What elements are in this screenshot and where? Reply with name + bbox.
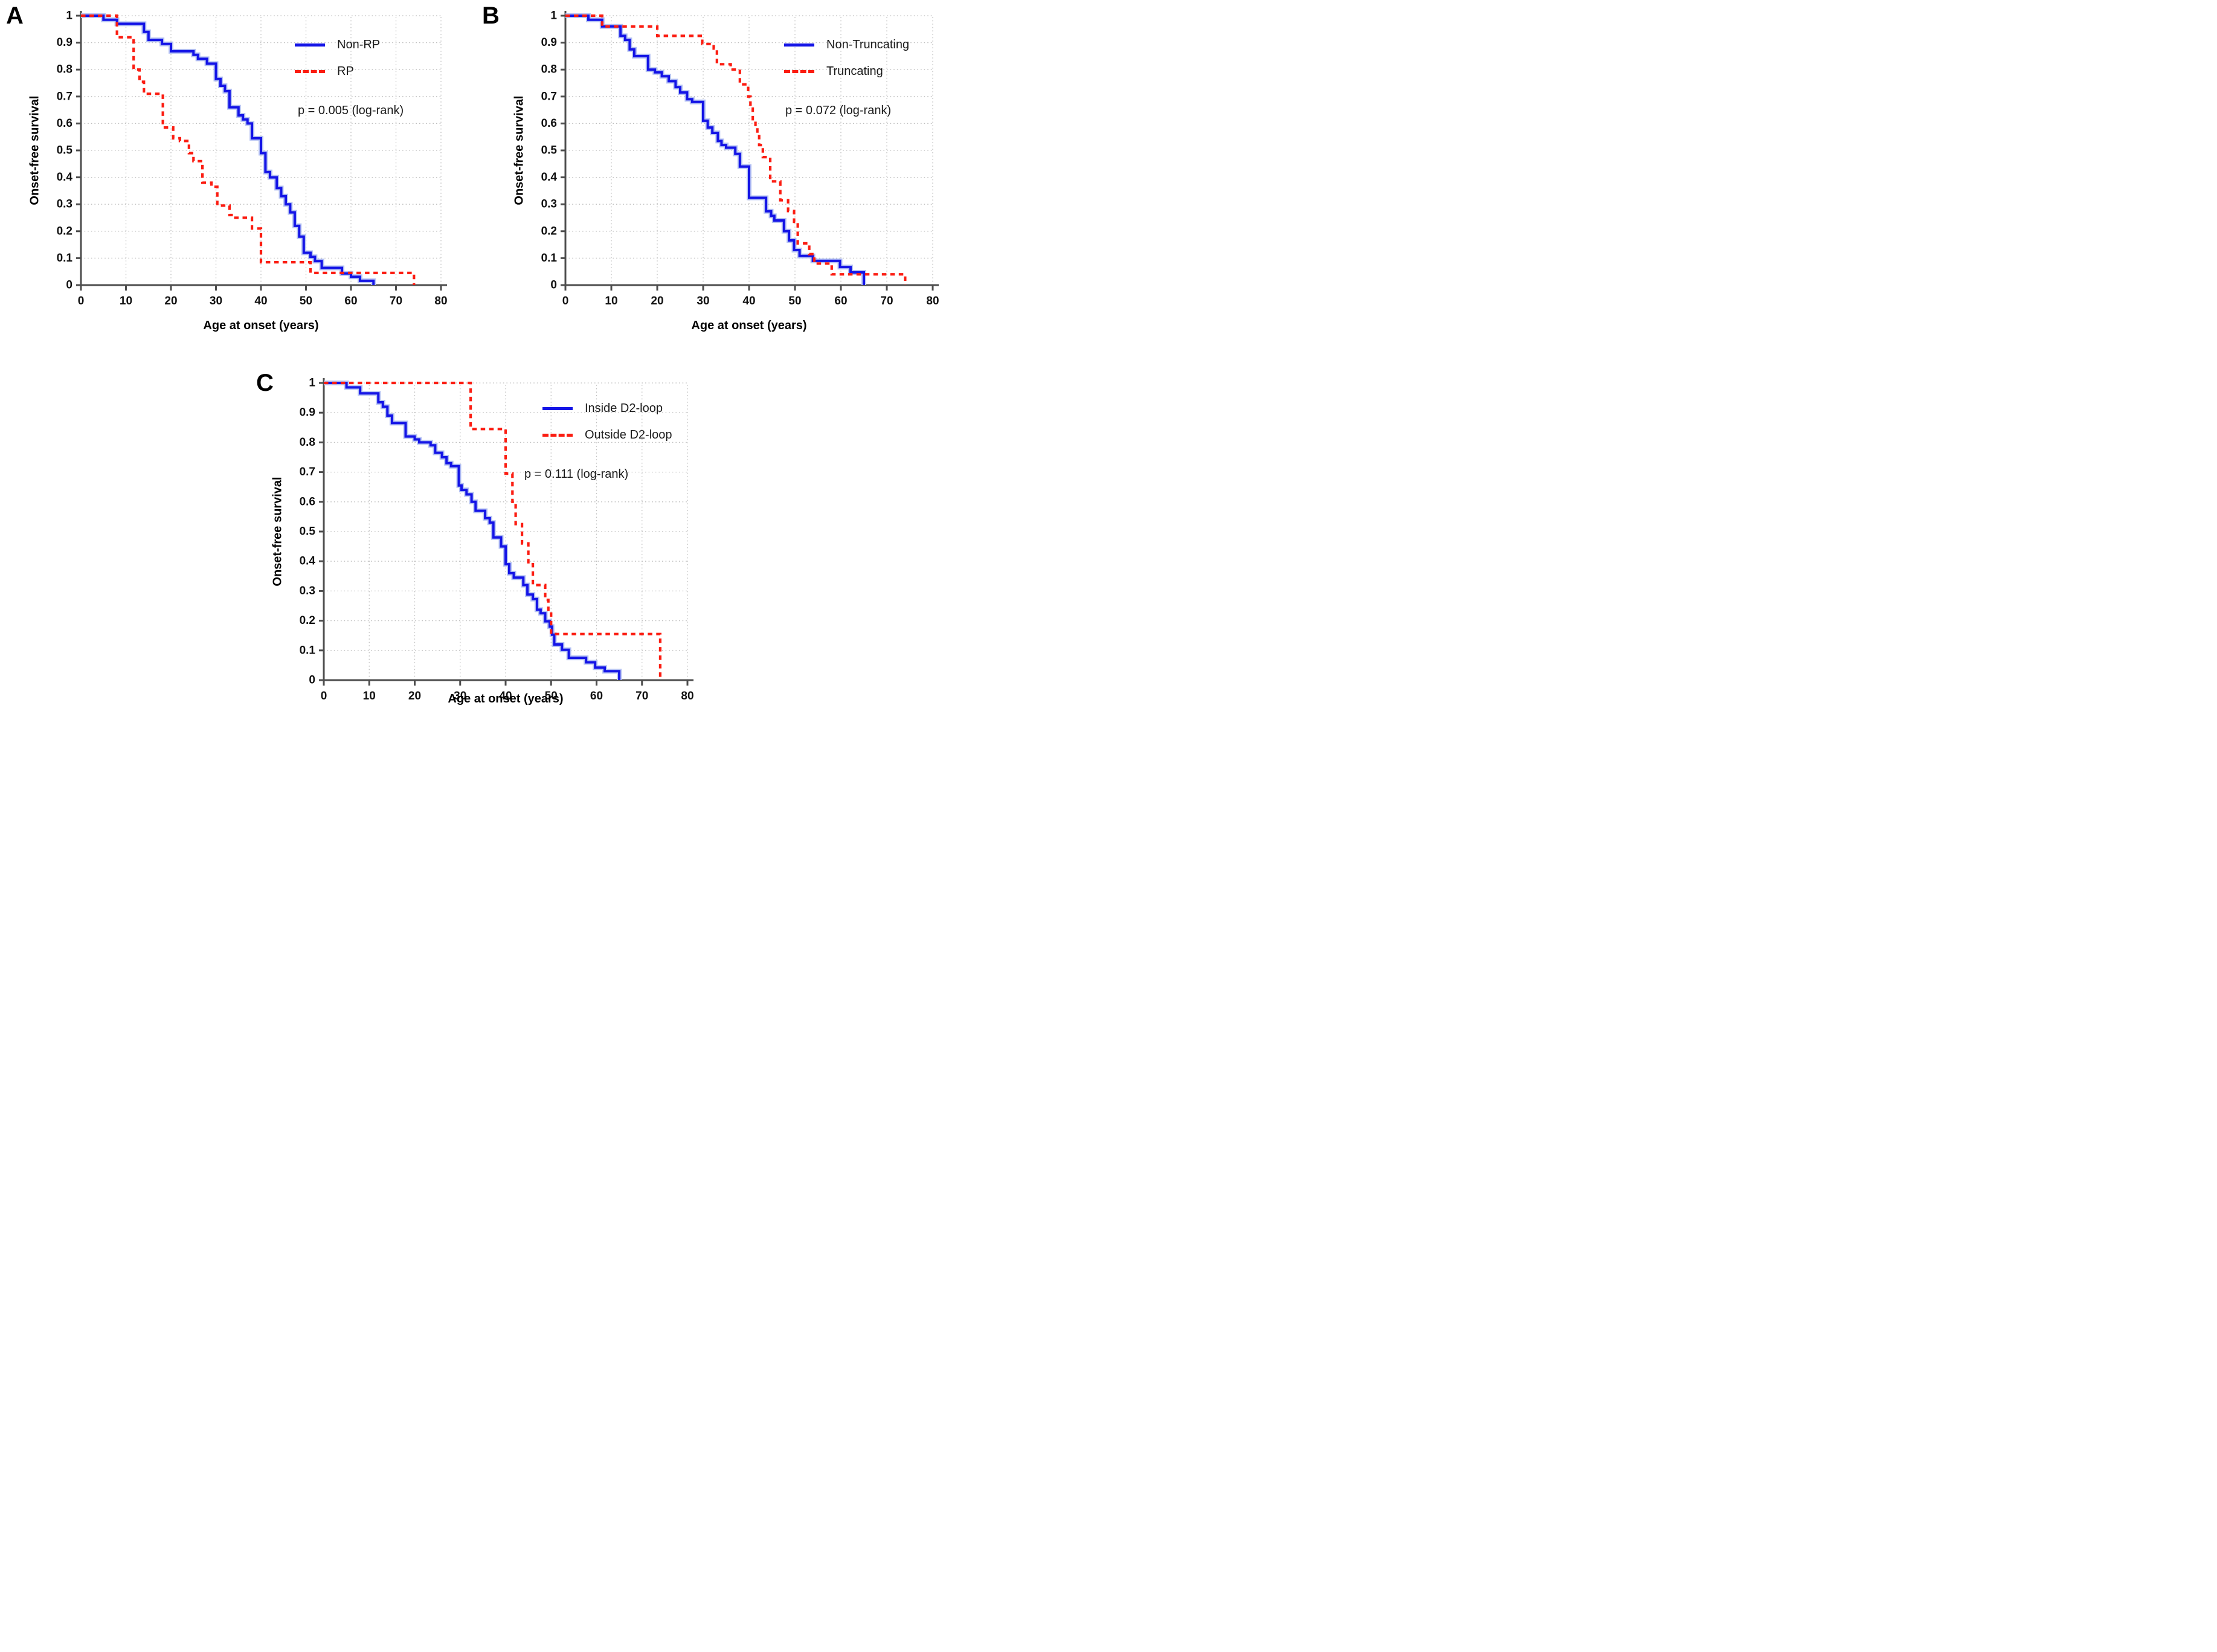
svg-text:0.7: 0.7 (300, 466, 315, 478)
panel-c-letter: C (256, 370, 274, 396)
svg-text:30: 30 (697, 295, 709, 307)
svg-text:0: 0 (78, 295, 85, 307)
svg-text:10: 10 (363, 690, 376, 702)
svg-text:0.7: 0.7 (541, 90, 557, 103)
svg-text:0.7: 0.7 (57, 90, 72, 103)
svg-text:0: 0 (321, 690, 327, 702)
legend-line-dashed-red (784, 69, 814, 73)
svg-text:80: 80 (926, 295, 939, 307)
legend-label: Truncating (826, 64, 883, 78)
svg-text:0.5: 0.5 (541, 144, 558, 157)
panel-c-legend: Inside D2-loop Outside D2-loop (542, 395, 672, 448)
panel-a-letter: A (6, 2, 24, 29)
svg-text:0.9: 0.9 (300, 407, 315, 419)
svg-text:0: 0 (550, 279, 557, 292)
panel-b: B Onset-free survival 0 0.1 0.2 0.3 0.4 0.5 0.… (482, 0, 947, 381)
svg-text:0.8: 0.8 (300, 436, 315, 449)
svg-text:0.1: 0.1 (57, 252, 73, 265)
panel-b-x-axis-title: Age at onset (years) (691, 319, 807, 332)
svg-text:0.1: 0.1 (541, 252, 558, 265)
svg-text:0.4: 0.4 (300, 555, 316, 568)
svg-text:0: 0 (309, 674, 315, 687)
legend-item-inside-d2-loop: Inside D2-loop (542, 395, 672, 422)
svg-text:40: 40 (254, 295, 267, 307)
kaplan-meier-figure: A Onset-free survival 0 0.1 0.2 0.3 0.4 0.5 0.… (0, 0, 947, 707)
svg-text:50: 50 (788, 295, 801, 307)
legend-item-rp: RP (295, 58, 380, 85)
svg-text:60: 60 (590, 690, 603, 702)
svg-text:0.2: 0.2 (541, 225, 557, 237)
svg-text:80: 80 (681, 690, 693, 702)
legend-line-solid-blue (784, 43, 814, 47)
svg-text:0.9: 0.9 (57, 36, 72, 49)
svg-text:40: 40 (742, 295, 755, 307)
panel-a-x-axis-title: Age at onset (years) (203, 319, 319, 332)
svg-text:40: 40 (499, 690, 512, 702)
svg-text:10: 10 (605, 295, 617, 307)
panel-a-pvalue: p = 0.005 (log-rank) (298, 104, 404, 117)
legend-label: RP (337, 64, 354, 78)
svg-text:0.1: 0.1 (300, 644, 316, 657)
svg-text:80: 80 (434, 295, 447, 307)
svg-text:70: 70 (390, 295, 402, 307)
legend-item-outside-d2-loop: Outside D2-loop (542, 422, 672, 448)
svg-text:0.6: 0.6 (57, 117, 72, 130)
svg-text:50: 50 (545, 690, 558, 702)
legend-label: Outside D2-loop (585, 428, 672, 442)
panel-a: A Onset-free survival 0 0.1 0.2 0.3 0.4 0.5 0.… (0, 0, 471, 381)
svg-text:0.3: 0.3 (57, 198, 72, 211)
legend-line-dashed-red (295, 69, 325, 73)
svg-text:1: 1 (66, 10, 72, 22)
svg-text:0.2: 0.2 (57, 225, 72, 237)
svg-text:30: 30 (454, 690, 466, 702)
legend-item-non-rp: Non-RP (295, 31, 380, 58)
panel-c: C Onset-free survival 0 0.1 0.2 0.3 0.4 0.5 0.… (243, 366, 714, 707)
svg-text:20: 20 (651, 295, 663, 307)
panel-a-plot: 00.10.20.30.40.50.60.70.80.910 10 20 30 40 50… (57, 10, 448, 308)
svg-text:0.9: 0.9 (541, 36, 557, 49)
legend-label: Non-Truncating (826, 37, 910, 51)
legend-line-solid-blue (542, 407, 573, 410)
svg-text:30: 30 (210, 295, 222, 307)
svg-text:0.6: 0.6 (541, 117, 557, 130)
panel-a-legend: Non-RP RP (295, 31, 380, 85)
panel-b-letter: B (482, 2, 500, 29)
svg-text:20: 20 (164, 295, 177, 307)
svg-text:60: 60 (834, 295, 847, 307)
panel-b-legend: Non-Truncating Truncating (784, 31, 909, 85)
svg-text:0.4: 0.4 (57, 171, 73, 184)
svg-text:0.5: 0.5 (57, 144, 73, 157)
svg-text:70: 70 (635, 690, 648, 702)
legend-line-dashed-red (542, 433, 573, 437)
svg-text:10: 10 (120, 295, 132, 307)
svg-text:0.2: 0.2 (300, 614, 315, 627)
panel-b-plot: 00.10.20.30.40.50.60.70.80.910 10 20 30 40 50… (541, 10, 939, 308)
svg-text:0.6: 0.6 (300, 495, 315, 508)
panel-c-pvalue: p = 0.111 (log-rank) (524, 468, 629, 481)
svg-text:0.3: 0.3 (541, 198, 557, 211)
panel-c-x-axis-title: Age at onset (years) (448, 692, 564, 705)
svg-text:1: 1 (550, 10, 557, 22)
svg-text:0: 0 (66, 279, 72, 292)
legend-label: Non-RP (337, 37, 381, 51)
svg-text:0.5: 0.5 (300, 525, 316, 538)
legend-line-solid-blue (295, 43, 325, 47)
svg-text:70: 70 (880, 295, 893, 307)
legend-item-non-truncating: Non-Truncating (784, 31, 909, 58)
svg-text:0.3: 0.3 (300, 585, 315, 597)
legend-item-truncating: Truncating (784, 58, 909, 85)
panel-b-pvalue: p = 0.072 (log-rank) (785, 104, 892, 117)
svg-text:60: 60 (344, 295, 357, 307)
svg-text:0.4: 0.4 (541, 171, 558, 184)
svg-text:0.8: 0.8 (57, 63, 72, 76)
svg-text:50: 50 (300, 295, 312, 307)
legend-label: Inside D2-loop (585, 401, 663, 415)
svg-text:0.8: 0.8 (541, 63, 557, 76)
svg-text:0: 0 (562, 295, 569, 307)
svg-text:1: 1 (309, 377, 315, 390)
panel-c-plot: 00.10.20.30.40.50.60.70.80.910 10 20 30 40 50… (300, 377, 694, 703)
svg-text:20: 20 (408, 690, 421, 702)
